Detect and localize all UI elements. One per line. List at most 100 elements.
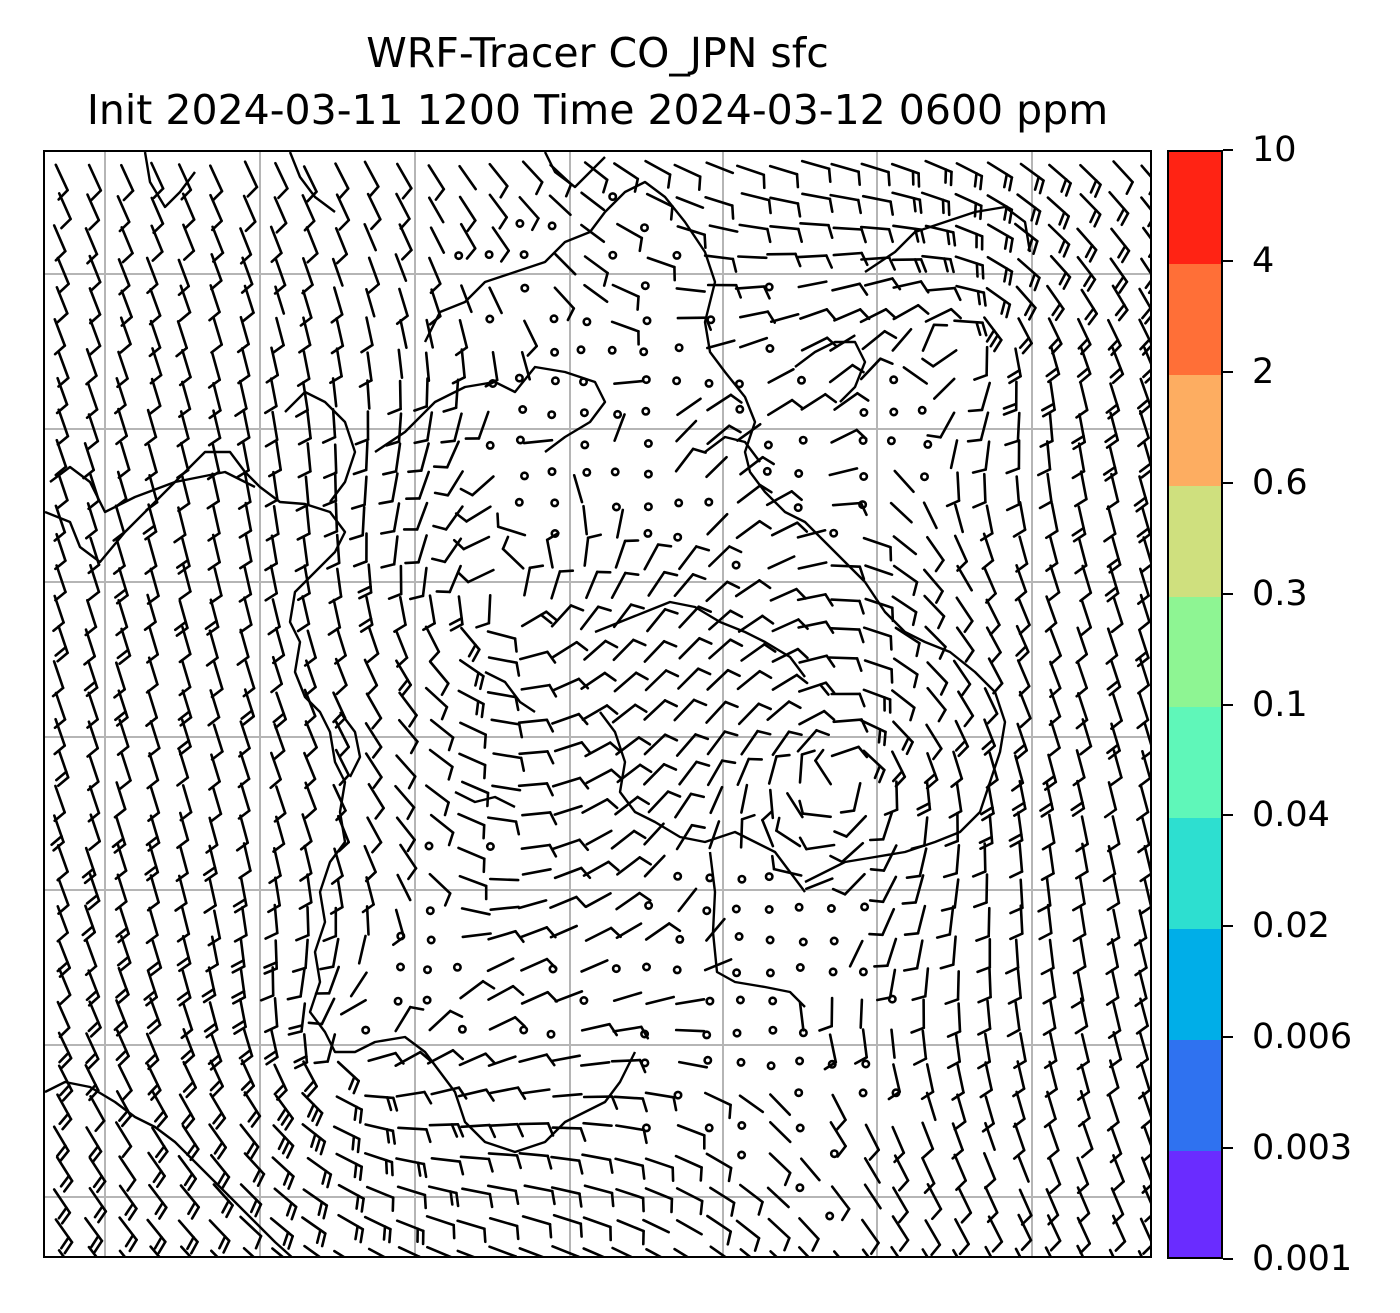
wind-barb (862, 688, 892, 714)
wind-barb (271, 1156, 295, 1190)
wind-barb (903, 904, 927, 937)
wind-barb (771, 647, 809, 663)
wind-barb (553, 286, 576, 322)
calm-wind-circle (549, 314, 559, 324)
wind-barb (1137, 567, 1150, 606)
wind-barb (924, 1219, 942, 1256)
calm-wind-circle (704, 378, 714, 388)
wind-barb (1075, 381, 1089, 419)
calm-wind-circle (829, 936, 839, 946)
wind-barb (922, 501, 938, 530)
wind-barb (957, 690, 975, 728)
wind-barb (366, 379, 371, 410)
wind-barb (521, 867, 552, 876)
wind-barb (581, 704, 619, 721)
calm-wind-circle (672, 376, 682, 386)
wind-barb (114, 567, 129, 605)
wind-barb (770, 854, 803, 877)
wind-barb (176, 969, 192, 1007)
wind-barb (323, 501, 339, 538)
colorbar-tick-label: 0.3 (1252, 573, 1308, 614)
wind-barb (862, 749, 886, 784)
wind-barb (428, 1009, 464, 1032)
wind-barb (488, 1245, 517, 1256)
wind-barb (1108, 190, 1130, 227)
calm-wind-circle (703, 1055, 713, 1065)
calm-wind-circle (608, 250, 618, 260)
calm-wind-circle (608, 192, 618, 202)
calm-wind-circle (737, 1150, 747, 1160)
wind-barb (953, 1093, 967, 1131)
wind-barb (264, 377, 278, 415)
wind-barb (921, 1248, 929, 1256)
wind-barb (645, 1248, 662, 1256)
wind-barb (1133, 475, 1149, 513)
wind-barb (366, 192, 382, 231)
wind-barb (365, 692, 383, 730)
wind-barb (614, 1124, 648, 1145)
colorbar-tick (1223, 703, 1233, 706)
wind-barb (1049, 254, 1072, 290)
wind-barb (269, 1217, 294, 1250)
wind-barb (956, 564, 974, 592)
wind-barb (799, 222, 834, 239)
wind-barb (580, 959, 609, 973)
calm-wind-circle (736, 1057, 746, 1067)
wind-barb (766, 398, 804, 417)
wind-barb (833, 308, 871, 322)
wind-barb (902, 939, 924, 972)
wind-barb (487, 1055, 517, 1068)
wind-barb (88, 1187, 108, 1224)
wind-barb (853, 1028, 869, 1065)
wind-barb (178, 563, 192, 601)
wind-barb (1106, 908, 1121, 946)
wind-barb (459, 475, 495, 497)
wind-barb (114, 689, 129, 727)
wind-barb (432, 505, 464, 531)
wind-barb (299, 289, 313, 327)
wind-barb (336, 1060, 361, 1095)
wind-barb (891, 328, 913, 352)
wind-barb (116, 194, 131, 233)
wind-barb (704, 195, 735, 220)
wind-barb (831, 1093, 847, 1131)
wind-barb (54, 1218, 74, 1255)
wind-barb (583, 639, 619, 661)
wind-barb (615, 891, 652, 911)
wind-barb (831, 872, 866, 896)
wind-barb (1040, 380, 1056, 418)
wind-barb (1142, 1185, 1150, 1223)
wind-barb (145, 906, 159, 945)
wind-barb (56, 472, 69, 510)
wind-barb (88, 287, 102, 325)
wind-barb (264, 903, 279, 940)
wind-barb (644, 1157, 675, 1182)
wind-barb (56, 843, 69, 882)
wind-barb (984, 1245, 993, 1256)
calm-wind-circle (457, 1024, 467, 1034)
wind-barb (1018, 690, 1032, 729)
wind-barb (304, 720, 318, 758)
wind-barb (1074, 537, 1088, 575)
wind-barb (363, 1151, 394, 1177)
wind-barb (295, 905, 310, 942)
wind-barb (551, 1126, 587, 1143)
wind-barb (520, 843, 558, 858)
wind-barb (387, 379, 402, 416)
wind-barb (210, 660, 224, 699)
calm-wind-circle (485, 440, 495, 450)
calm-wind-circle (640, 1058, 650, 1068)
wind-barb (56, 408, 70, 446)
wind-barb (923, 594, 946, 630)
wind-barb (828, 363, 865, 384)
wind-barb (461, 1187, 494, 1209)
wind-barb (642, 1218, 671, 1234)
wind-barb (1139, 878, 1150, 916)
wind-barb (393, 595, 407, 633)
wind-barb (1137, 1250, 1143, 1256)
calm-wind-circle (514, 497, 524, 507)
wind-barb (922, 568, 944, 604)
wind-barb (1105, 627, 1119, 665)
wind-barbs (50, 159, 1150, 1256)
wind-barb (87, 785, 101, 823)
